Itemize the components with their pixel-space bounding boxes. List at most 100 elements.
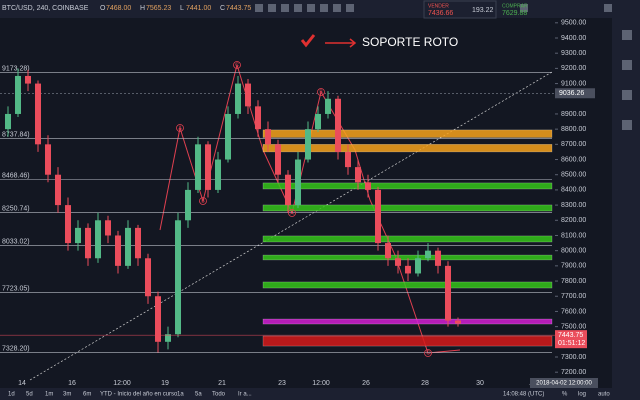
annotation: SOPORTE ROTO <box>362 35 458 49</box>
range-button[interactable]: Ir a... <box>238 392 252 398</box>
candle-body <box>195 144 201 190</box>
time-label: 26 <box>362 380 370 387</box>
range-button[interactable]: 3m <box>63 392 71 398</box>
candle-body <box>175 220 181 335</box>
candle-body <box>385 243 391 259</box>
range-button[interactable]: Todo <box>212 392 226 398</box>
zone <box>262 318 553 325</box>
symbol: BTC/USD, 240, COINBASE <box>2 5 89 12</box>
time-label: 14 <box>18 380 26 387</box>
candle-body <box>95 220 101 259</box>
price-tick-label: 7200.00 <box>561 369 586 376</box>
bottom-bar <box>0 388 612 400</box>
price-tick-label: 7600.00 <box>561 308 586 315</box>
price-tick-label: 8500.00 <box>561 172 586 179</box>
trade-box[interactable] <box>423 0 497 19</box>
range-button[interactable]: 1a <box>177 392 184 398</box>
price-tick-label: 8900.00 <box>561 111 586 118</box>
candle-body <box>245 83 251 107</box>
toolbar-icons[interactable] <box>255 4 632 130</box>
candle-body <box>365 182 371 190</box>
zone <box>262 182 553 190</box>
range-button[interactable]: YTD - Inicio del año en curso <box>100 392 178 398</box>
candle-body <box>35 83 41 145</box>
time-label: 19 <box>161 380 169 387</box>
candle-body <box>445 265 451 321</box>
price-tick-label: 8400.00 <box>561 187 586 194</box>
price-tick-label: 8300.00 <box>561 202 586 209</box>
candle-body <box>45 144 51 175</box>
buy-label[interactable]: COMPRAR <box>502 3 528 9</box>
buy-price[interactable]: 7629.88 <box>502 10 527 17</box>
check-mark <box>300 34 316 48</box>
candle-body <box>215 159 221 190</box>
candle-body <box>205 144 211 190</box>
wave-label: C <box>426 350 430 356</box>
time-label: 16 <box>68 380 76 387</box>
time-label: 12:00 <box>113 380 131 387</box>
candle-body <box>355 167 361 183</box>
wave-marker <box>288 209 296 217</box>
sell-price[interactable]: 7436.66 <box>428 10 453 17</box>
candle-body <box>285 174 291 206</box>
price-tick-label: 9100.00 <box>561 80 586 87</box>
candle-body <box>345 151 351 168</box>
level-label: 8250.74) <box>2 205 30 212</box>
price-tick-label: 9200.00 <box>561 65 586 72</box>
level-label: 8033.02) <box>2 238 30 245</box>
zone <box>262 204 553 212</box>
candle-body <box>65 205 71 244</box>
candle-body <box>415 258 421 274</box>
candle-body <box>255 106 261 130</box>
candle-body <box>225 113 231 160</box>
wave-label: B <box>319 89 323 95</box>
scale-option[interactable]: log <box>578 392 586 398</box>
price-tick-label: 8800.00 <box>561 126 586 133</box>
candle-body <box>395 258 401 266</box>
price-tick-label: 8700.00 <box>561 141 586 148</box>
range-button[interactable]: 5a <box>195 392 202 398</box>
wave-marker <box>317 88 325 96</box>
wave-marker <box>176 124 184 132</box>
range-button[interactable]: 1d <box>8 392 15 398</box>
sell-label[interactable]: VENDER <box>428 3 449 9</box>
price-tick-label: 8600.00 <box>561 156 586 163</box>
candle-body <box>135 227 141 259</box>
price-tick-label: 7500.00 <box>561 323 586 330</box>
time-label: 12:00 <box>312 380 330 387</box>
candle-body <box>115 235 121 266</box>
time-label: 21 <box>218 380 226 387</box>
crosshair-time-box <box>530 378 598 388</box>
crosshair-time: 2018-04-02 12:00:00 <box>536 381 592 387</box>
range-button[interactable]: 6m <box>83 392 91 398</box>
level-label: 8737.84) <box>2 131 30 138</box>
wave-marker <box>233 61 241 69</box>
zone <box>262 129 553 138</box>
time-label: 23 <box>278 380 286 387</box>
candle-body <box>405 265 411 274</box>
candle-body <box>25 75 31 84</box>
zone <box>262 144 553 153</box>
zone <box>262 281 553 289</box>
price-tick-label: 9500.00 <box>561 20 586 27</box>
candle-body <box>305 129 311 160</box>
scale-option[interactable]: % <box>562 392 568 398</box>
price-tick-label: 7900.00 <box>561 263 586 270</box>
level-label: 8468.46) <box>2 172 30 179</box>
candle-body <box>435 250 441 266</box>
candle-body <box>455 320 461 324</box>
wave-marker <box>199 197 207 205</box>
candle-body <box>425 250 431 259</box>
clock: 14:08:48 (UTC) <box>503 392 544 398</box>
price-tick-label: 8000.00 <box>561 248 586 255</box>
time-label: 28 <box>421 380 429 387</box>
range-button[interactable]: 1m <box>45 392 53 398</box>
candle-body <box>155 296 161 342</box>
wave-marker <box>424 349 432 357</box>
candle-body <box>275 144 281 175</box>
price-tick-label: 7800.00 <box>561 278 586 285</box>
candle-body <box>85 227 91 259</box>
scale-option[interactable]: auto <box>598 392 610 398</box>
range-button[interactable]: 5d <box>26 392 33 398</box>
